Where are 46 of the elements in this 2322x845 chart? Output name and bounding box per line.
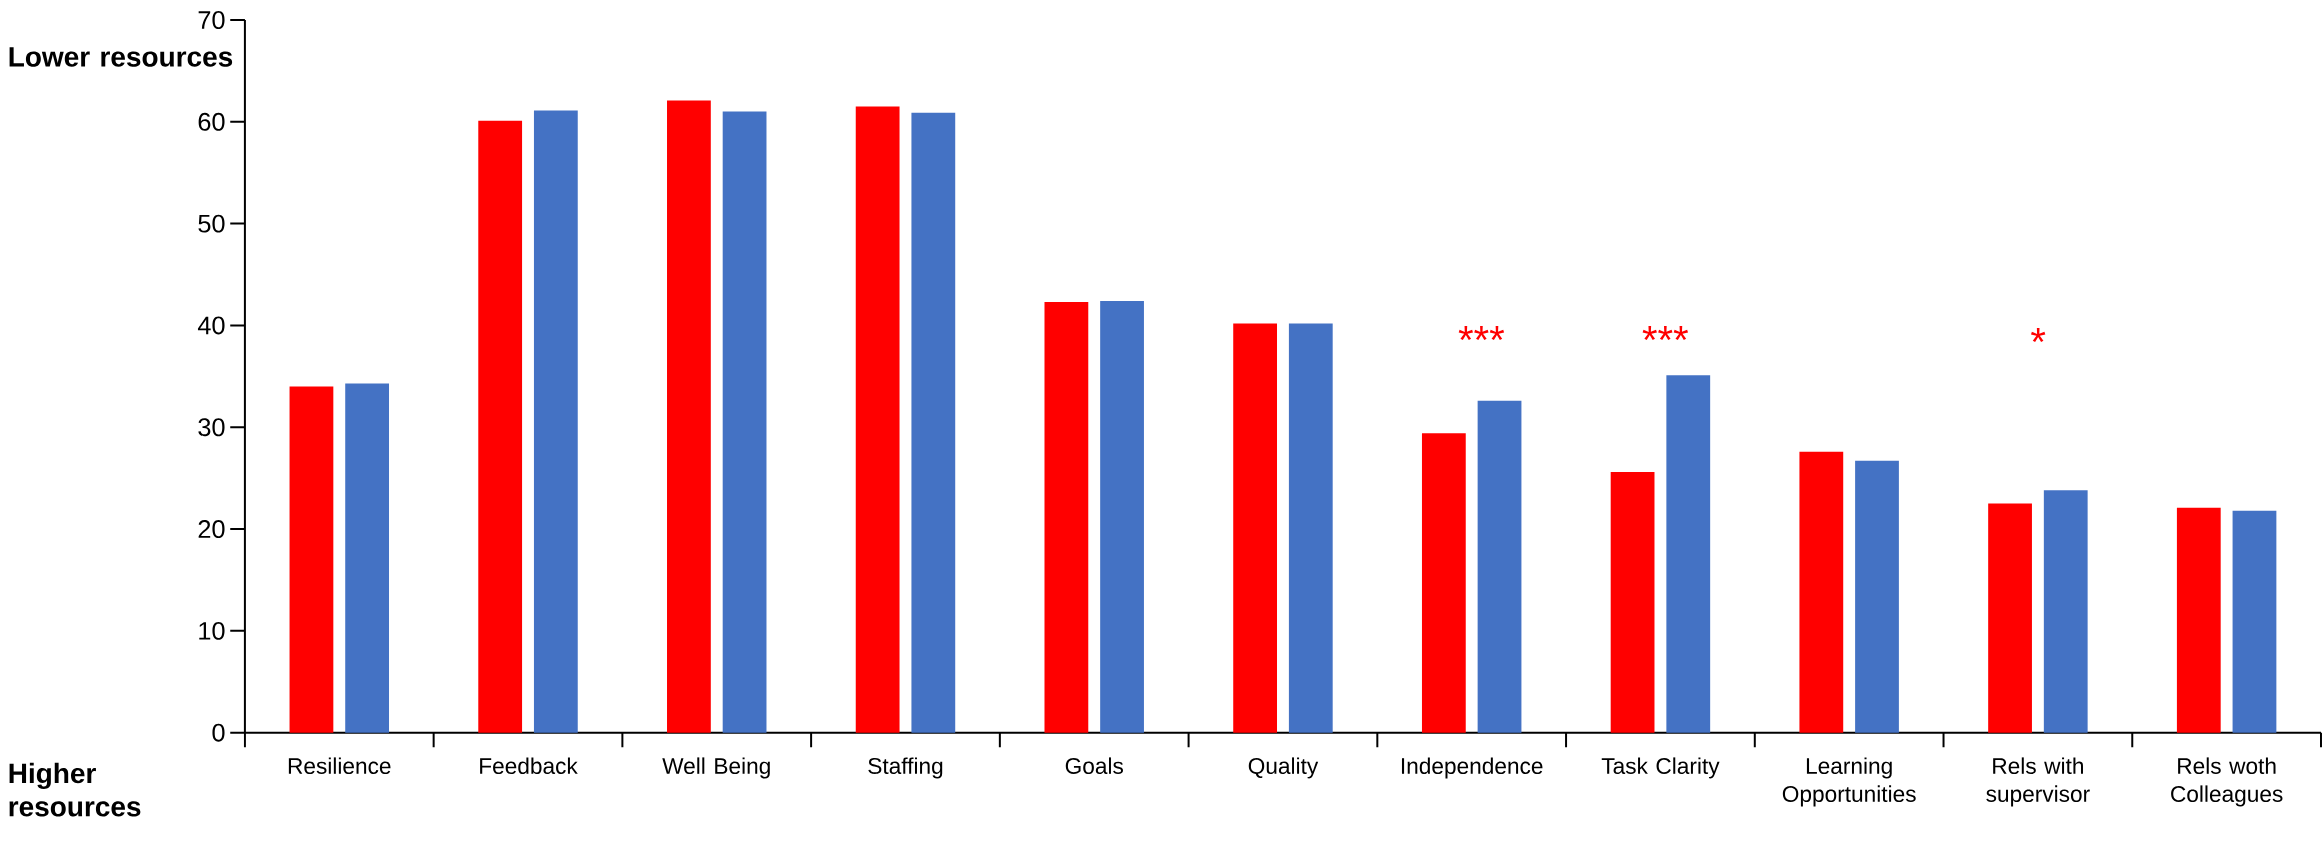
x-tick-label: Rels with supervisor xyxy=(1986,757,2090,807)
y-tick-label: 50 xyxy=(198,214,225,233)
x-tick-label: Staffing xyxy=(868,757,943,779)
bar xyxy=(533,110,578,733)
x-tick-label: Rels woth Colleagues xyxy=(2171,757,2283,807)
bar xyxy=(1988,503,2032,733)
x-tick-label: Independence xyxy=(1401,757,1543,779)
bar xyxy=(855,106,900,733)
bar xyxy=(667,100,711,733)
bar xyxy=(1666,375,1711,733)
y-tick-label: 40 xyxy=(197,316,225,335)
x-tick-label: Well Being xyxy=(662,757,770,779)
x-tick-label: Feedback xyxy=(480,757,578,775)
bar xyxy=(1288,323,1333,733)
y-tick-label: 10 xyxy=(199,622,225,641)
bar xyxy=(289,386,334,733)
bar xyxy=(1855,461,1899,733)
bar xyxy=(2232,510,2277,733)
text: Lower resources xyxy=(9,47,233,67)
bar xyxy=(911,112,956,733)
bar xyxy=(1421,433,1466,733)
y-tick-label: 60 xyxy=(198,113,225,131)
text: Higher resources xyxy=(9,762,141,817)
bar xyxy=(478,120,523,733)
y-tick-label: 20 xyxy=(198,520,225,539)
bar xyxy=(345,383,390,733)
annotation: * xyxy=(2031,328,2046,343)
x-tick-label: Goals xyxy=(1065,757,1123,775)
bar xyxy=(1610,472,1655,733)
x-tick-label: Task Clarity xyxy=(1601,757,1720,779)
y-tick-label: 70 xyxy=(198,11,225,30)
x-tick-label: Quality xyxy=(1248,757,1319,779)
bar xyxy=(1477,400,1522,733)
bar xyxy=(1100,301,1144,733)
bar xyxy=(1799,451,1844,733)
bar xyxy=(2043,490,2088,733)
bar xyxy=(722,111,767,733)
annotation: *** xyxy=(1458,326,1505,341)
y-tick-label: 0 xyxy=(212,723,225,742)
y-tick-label: 30 xyxy=(198,418,225,437)
bar xyxy=(1044,302,1089,733)
x-tick-label: Learning Opportunities xyxy=(1782,757,1916,807)
bar xyxy=(2176,507,2221,733)
annotation: *** xyxy=(1642,326,1689,341)
x-tick-label: Resilience xyxy=(288,757,391,775)
bar xyxy=(1233,323,1278,733)
